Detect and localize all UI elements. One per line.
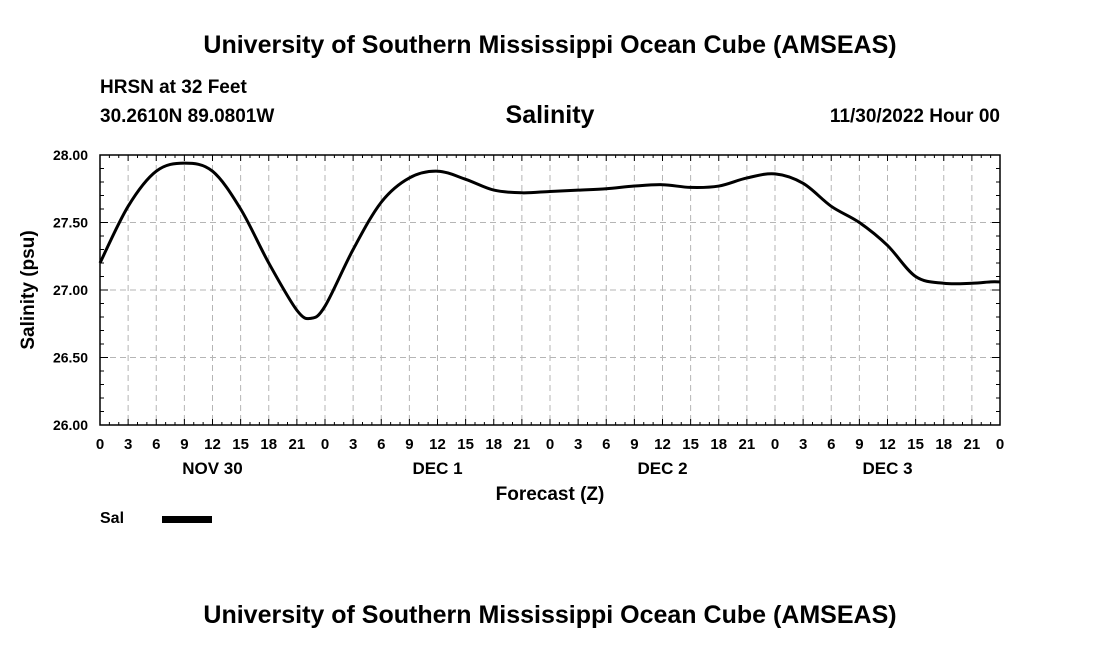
- x-tick-label: 21: [514, 436, 531, 453]
- y-axis-title: Salinity (psu): [18, 230, 39, 349]
- station-label: HRSN at 32 Feet: [100, 77, 247, 98]
- x-tick-label: 12: [429, 436, 446, 453]
- x-tick-label: 18: [260, 436, 277, 453]
- station-coordinates: 30.2610N 89.0801W: [100, 106, 275, 127]
- x-tick-label: 3: [799, 436, 807, 453]
- x-axis-title: Forecast (Z): [496, 484, 605, 505]
- model-run-time: 11/30/2022 Hour 00: [829, 106, 1000, 127]
- day-label: DEC 2: [637, 459, 687, 478]
- legend-line-swatch: [162, 516, 212, 523]
- series-line-sal: [98, 161, 1001, 321]
- y-tick-label: 28.00: [53, 147, 88, 163]
- x-tick-label: 6: [602, 436, 610, 453]
- x-tick-label: 0: [96, 436, 104, 453]
- x-tick-label: 12: [654, 436, 671, 453]
- x-tick-label: 12: [879, 436, 896, 453]
- y-tick-label: 27.50: [53, 215, 88, 231]
- x-tick-label: 3: [349, 436, 357, 453]
- x-tick-label: 21: [964, 436, 981, 453]
- x-tick-label: 0: [321, 436, 329, 453]
- x-tick-label: 21: [289, 436, 306, 453]
- legend-label: Sal: [100, 510, 125, 527]
- x-tick-label: 15: [232, 436, 249, 453]
- y-tick-label: 26.00: [53, 417, 88, 433]
- x-tick-label: 3: [574, 436, 582, 453]
- x-tick-label: 6: [827, 436, 835, 453]
- x-tick-label: 18: [935, 436, 952, 453]
- x-tick-label: 15: [457, 436, 474, 453]
- plot-frame: [99, 154, 1001, 426]
- y-tick-label: 26.50: [53, 350, 88, 366]
- day-label: NOV 30: [182, 459, 242, 478]
- x-tick-label: 9: [630, 436, 638, 453]
- chart-footer-title: University of Southern Mississippi Ocean…: [203, 601, 897, 629]
- x-tick-label: 6: [377, 436, 385, 453]
- x-tick-label: 15: [682, 436, 699, 453]
- x-tick-label: 12: [204, 436, 221, 453]
- x-tick-label: 0: [996, 436, 1004, 453]
- day-label: DEC 3: [862, 459, 912, 478]
- x-tick-label: 21: [739, 436, 756, 453]
- x-tick-label: 18: [485, 436, 502, 453]
- x-tick-label: 0: [546, 436, 554, 453]
- x-tick-label: 3: [124, 436, 132, 453]
- x-tick-label: 6: [152, 436, 160, 453]
- x-tick-label: 0: [771, 436, 779, 453]
- day-label: DEC 1: [412, 459, 462, 478]
- x-tick-label: 18: [710, 436, 727, 453]
- chart-main-title: University of Southern Mississippi Ocean…: [203, 31, 897, 59]
- y-tick-label: 27.00: [53, 282, 88, 298]
- chart-subtitle: Salinity: [505, 101, 595, 129]
- x-tick-label: 9: [180, 436, 188, 453]
- x-tick-label: 15: [907, 436, 924, 453]
- x-tick-label: 9: [855, 436, 863, 453]
- x-tick-label: 9: [405, 436, 413, 453]
